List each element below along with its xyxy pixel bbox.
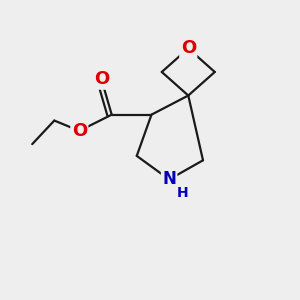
Text: O: O	[94, 70, 109, 88]
Text: O: O	[72, 122, 87, 140]
Text: H: H	[177, 186, 188, 200]
Text: N: N	[162, 170, 176, 188]
Text: O: O	[181, 39, 196, 57]
